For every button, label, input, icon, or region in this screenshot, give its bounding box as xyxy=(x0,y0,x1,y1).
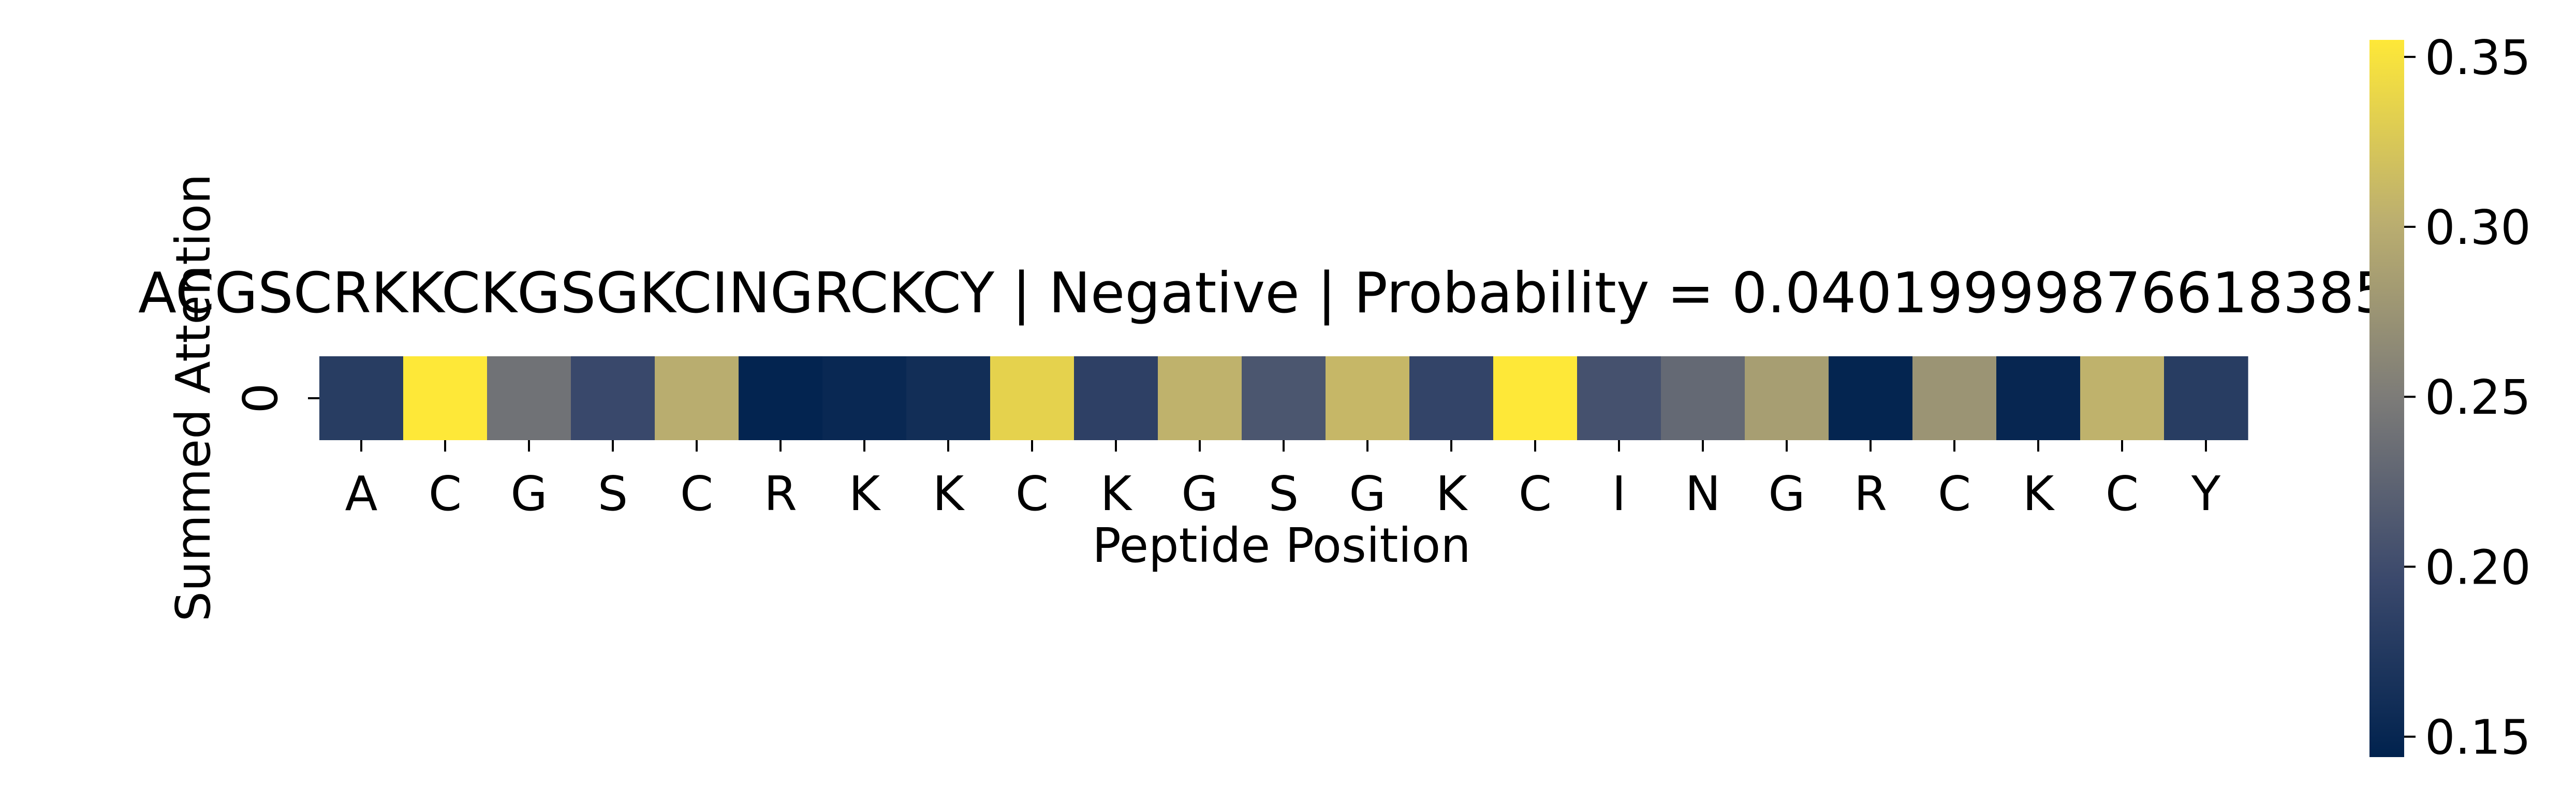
heatmap-cell xyxy=(1158,356,1242,440)
heatmap-cell xyxy=(1409,356,1494,440)
heatmap-cell xyxy=(906,356,991,440)
heatmap-cell xyxy=(739,356,823,440)
colorbar-tick-label: 0.35 xyxy=(2425,30,2531,85)
heatmap-cell xyxy=(1242,356,1326,440)
x-tick-label: I xyxy=(1612,466,1626,521)
x-tick-label: G xyxy=(510,466,547,521)
x-tick-label: K xyxy=(933,466,965,521)
x-tick-label: S xyxy=(598,466,628,521)
x-tick-label: K xyxy=(1436,466,1468,521)
heatmap-cell xyxy=(403,356,488,440)
x-tick-label: K xyxy=(849,466,881,521)
heatmap-cell xyxy=(990,356,1074,440)
heatmap-cell xyxy=(1912,356,1997,440)
heatmap-cell xyxy=(1074,356,1158,440)
colorbar-ticks: 0.15 0.20 0.25 0.30 0.35 xyxy=(2404,30,2531,765)
x-tick-label: G xyxy=(1768,466,1805,521)
chart-title: ACGSCRKKCKGSGKCINGRCKCY | Negative | Pro… xyxy=(138,261,2390,326)
colorbar-tick-label: 0.30 xyxy=(2425,200,2531,255)
colorbar-gradient xyxy=(2369,40,2404,757)
heatmap-cell xyxy=(655,356,739,440)
colorbar-tick-label: 0.15 xyxy=(2425,710,2531,765)
x-tick-label: G xyxy=(1181,466,1218,521)
x-axis-label: Peptide Position xyxy=(1092,518,1470,573)
x-tick-label: C xyxy=(429,466,462,521)
x-tick-label: C xyxy=(680,466,713,521)
x-tick-label: K xyxy=(2023,466,2055,521)
heatmap-cell xyxy=(1326,356,1410,440)
heatmap-cell xyxy=(319,356,404,440)
colorbar-tick-label: 0.20 xyxy=(2425,540,2531,595)
x-tick-label: R xyxy=(764,466,797,521)
y-axis-label: Summed Attention xyxy=(166,174,221,622)
heatmap-cell xyxy=(822,356,907,440)
heatmap-cell xyxy=(487,356,571,440)
heatmap-cell xyxy=(1493,356,1578,440)
x-tick-label: R xyxy=(1854,466,1887,521)
x-tick-label: K xyxy=(1100,466,1133,521)
x-tick-label: C xyxy=(2106,466,2139,521)
y-tick-label: 0 xyxy=(233,383,288,414)
x-tick-label: S xyxy=(1269,466,1299,521)
x-tick-label: G xyxy=(1349,466,1386,521)
y-axis: 0 xyxy=(233,383,319,414)
x-tick-label: A xyxy=(345,466,378,521)
heatmap-cell xyxy=(1745,356,1829,440)
heatmap-cell xyxy=(571,356,655,440)
heatmap-cell xyxy=(2080,356,2165,440)
heatmap-cell xyxy=(1996,356,2081,440)
x-tick-label: C xyxy=(1015,466,1049,521)
colorbar-tick-label: 0.25 xyxy=(2425,370,2531,425)
heatmap-cell xyxy=(1829,356,1913,440)
heatmap-cells xyxy=(319,356,2248,440)
heatmap-cell xyxy=(1661,356,1745,440)
x-tick-label: C xyxy=(1938,466,1971,521)
x-tick-label: N xyxy=(1685,466,1721,521)
heatmap-cell xyxy=(2164,356,2248,440)
colorbar: 0.15 0.20 0.25 0.30 0.35 xyxy=(2369,30,2531,765)
x-tick-label: Y xyxy=(2191,466,2221,521)
x-tick-label: C xyxy=(1519,466,1552,521)
heatmap-cell xyxy=(1577,356,1661,440)
